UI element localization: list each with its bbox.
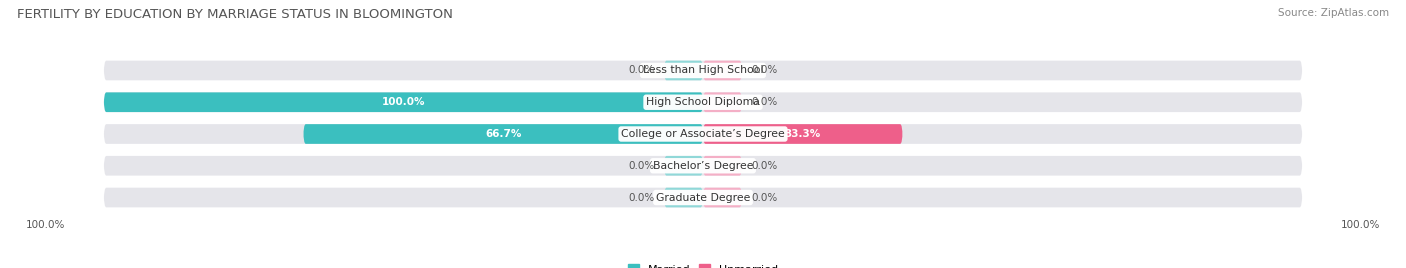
FancyBboxPatch shape: [104, 61, 1302, 80]
FancyBboxPatch shape: [664, 61, 703, 80]
FancyBboxPatch shape: [664, 188, 703, 207]
Text: 0.0%: 0.0%: [751, 192, 778, 203]
FancyBboxPatch shape: [703, 61, 742, 80]
Text: 66.7%: 66.7%: [485, 129, 522, 139]
Text: 0.0%: 0.0%: [628, 65, 655, 76]
Text: 100.0%: 100.0%: [1340, 220, 1379, 230]
Text: 100.0%: 100.0%: [381, 97, 425, 107]
FancyBboxPatch shape: [304, 124, 703, 144]
Text: 0.0%: 0.0%: [751, 97, 778, 107]
FancyBboxPatch shape: [664, 156, 703, 176]
Text: Bachelor’s Degree: Bachelor’s Degree: [652, 161, 754, 171]
Text: College or Associate’s Degree: College or Associate’s Degree: [621, 129, 785, 139]
Text: 0.0%: 0.0%: [751, 65, 778, 76]
Text: 0.0%: 0.0%: [751, 161, 778, 171]
Text: Graduate Degree: Graduate Degree: [655, 192, 751, 203]
Text: High School Diploma: High School Diploma: [647, 97, 759, 107]
FancyBboxPatch shape: [703, 156, 742, 176]
FancyBboxPatch shape: [703, 188, 742, 207]
FancyBboxPatch shape: [104, 188, 1302, 207]
FancyBboxPatch shape: [104, 156, 1302, 176]
FancyBboxPatch shape: [703, 124, 903, 144]
Text: 0.0%: 0.0%: [628, 161, 655, 171]
Text: FERTILITY BY EDUCATION BY MARRIAGE STATUS IN BLOOMINGTON: FERTILITY BY EDUCATION BY MARRIAGE STATU…: [17, 8, 453, 21]
FancyBboxPatch shape: [703, 92, 742, 112]
Text: Less than High School: Less than High School: [643, 65, 763, 76]
Text: Source: ZipAtlas.com: Source: ZipAtlas.com: [1278, 8, 1389, 18]
Text: 33.3%: 33.3%: [785, 129, 821, 139]
Text: 100.0%: 100.0%: [27, 220, 66, 230]
Text: 0.0%: 0.0%: [628, 192, 655, 203]
Legend: Married, Unmarried: Married, Unmarried: [623, 260, 783, 268]
FancyBboxPatch shape: [104, 92, 1302, 112]
FancyBboxPatch shape: [104, 124, 1302, 144]
FancyBboxPatch shape: [104, 92, 703, 112]
